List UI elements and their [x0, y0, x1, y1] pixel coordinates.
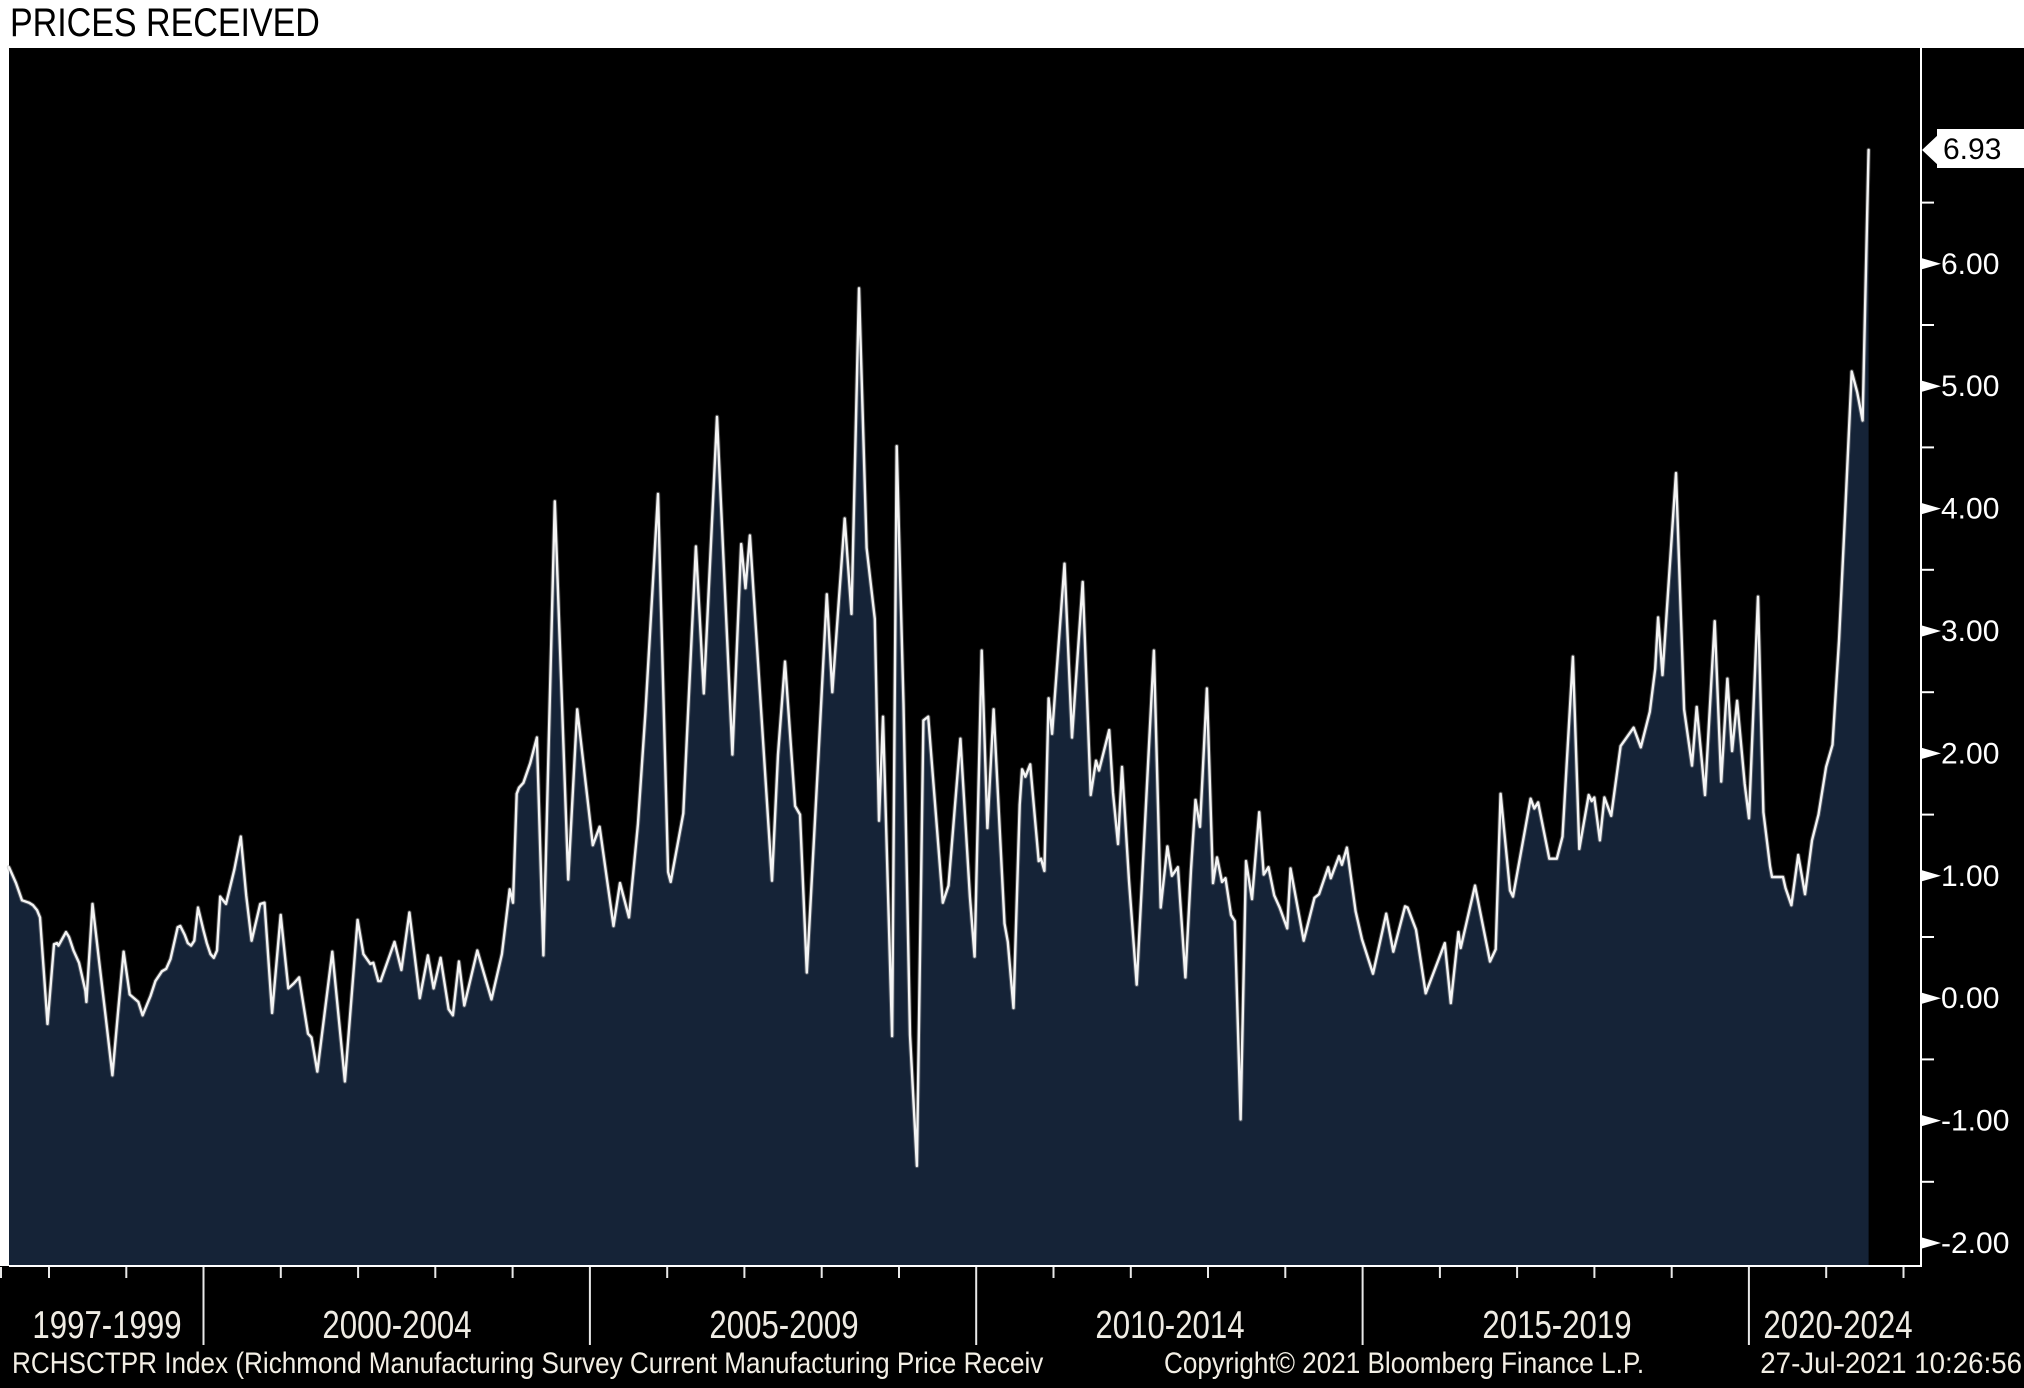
svg-text:0.00: 0.00 [1941, 982, 1999, 1015]
svg-text:-2.00: -2.00 [1941, 1227, 2009, 1260]
svg-text:5.00: 5.00 [1941, 370, 1999, 403]
svg-text:-1.00: -1.00 [1941, 1105, 2009, 1138]
svg-text:3.00: 3.00 [1941, 615, 1999, 648]
svg-text:4.00: 4.00 [1941, 493, 1999, 526]
svg-text:2.00: 2.00 [1941, 737, 1999, 770]
svg-text:6.93: 6.93 [1943, 133, 2001, 166]
svg-text:6.00: 6.00 [1941, 248, 1999, 281]
svg-text:1.00: 1.00 [1941, 860, 1999, 893]
